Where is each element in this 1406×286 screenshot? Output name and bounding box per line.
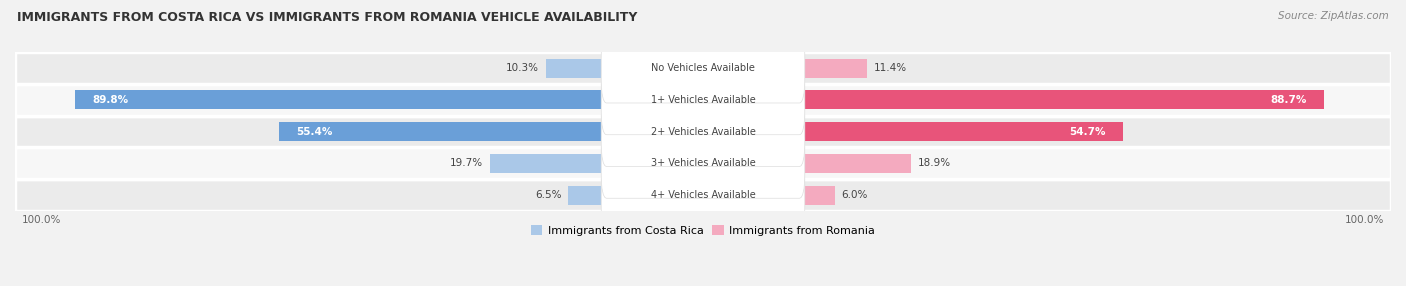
Bar — [491, 154, 703, 173]
Text: 1+ Vehicles Available: 1+ Vehicles Available — [651, 95, 755, 105]
FancyBboxPatch shape — [602, 65, 804, 135]
Bar — [15, 84, 1391, 116]
Text: 88.7%: 88.7% — [1271, 95, 1308, 105]
Bar — [800, 186, 835, 204]
Bar — [76, 90, 703, 109]
Bar — [15, 179, 1391, 211]
Legend: Immigrants from Costa Rica, Immigrants from Romania: Immigrants from Costa Rica, Immigrants f… — [527, 221, 879, 240]
Bar — [800, 154, 911, 173]
Bar — [800, 122, 1123, 141]
Text: 4+ Vehicles Available: 4+ Vehicles Available — [651, 190, 755, 200]
FancyBboxPatch shape — [602, 128, 804, 198]
Bar — [800, 90, 1324, 109]
FancyBboxPatch shape — [602, 97, 804, 166]
Text: 54.7%: 54.7% — [1070, 127, 1105, 136]
Text: No Vehicles Available: No Vehicles Available — [651, 63, 755, 73]
Text: 6.0%: 6.0% — [842, 190, 868, 200]
Text: 55.4%: 55.4% — [297, 127, 332, 136]
Text: 2+ Vehicles Available: 2+ Vehicles Available — [651, 127, 755, 136]
Text: 19.7%: 19.7% — [450, 158, 484, 168]
FancyBboxPatch shape — [602, 33, 804, 103]
Text: IMMIGRANTS FROM COSTA RICA VS IMMIGRANTS FROM ROMANIA VEHICLE AVAILABILITY: IMMIGRANTS FROM COSTA RICA VS IMMIGRANTS… — [17, 11, 637, 24]
Text: 3+ Vehicles Available: 3+ Vehicles Available — [651, 158, 755, 168]
Bar — [800, 59, 866, 78]
Text: 89.8%: 89.8% — [93, 95, 129, 105]
Bar — [568, 186, 703, 204]
Text: 10.3%: 10.3% — [506, 63, 538, 73]
Text: Source: ZipAtlas.com: Source: ZipAtlas.com — [1278, 11, 1389, 21]
Text: 11.4%: 11.4% — [873, 63, 907, 73]
Bar — [15, 148, 1391, 179]
Bar — [278, 122, 703, 141]
FancyBboxPatch shape — [602, 160, 804, 230]
Text: 6.5%: 6.5% — [534, 190, 561, 200]
Bar — [546, 59, 703, 78]
Text: 100.0%: 100.0% — [22, 215, 62, 225]
Text: 100.0%: 100.0% — [1344, 215, 1384, 225]
Bar — [15, 116, 1391, 148]
Text: 18.9%: 18.9% — [918, 158, 950, 168]
Bar — [15, 52, 1391, 84]
